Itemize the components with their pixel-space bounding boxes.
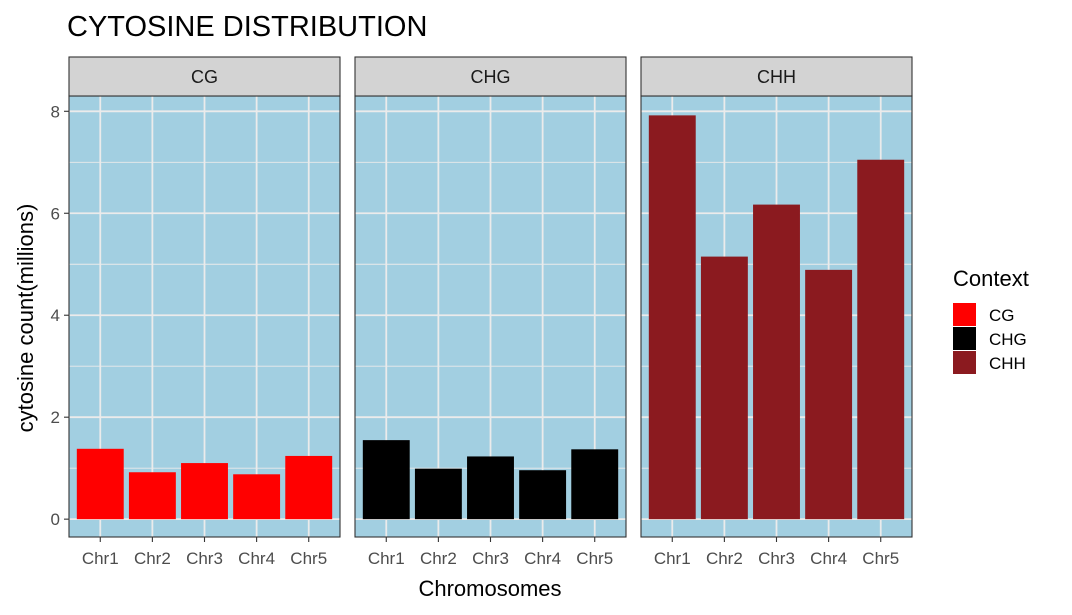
panel-cg: CG Chr1 Chr2 Chr3 Chr4 Chr5 (68, 56, 341, 568)
x-tick-label: Chr1 (654, 549, 691, 568)
x-tick-label: Chr5 (576, 549, 613, 568)
x-tick-label: Chr5 (862, 549, 899, 568)
x-tick-label: Chr2 (134, 549, 171, 568)
x-tick-label: Chr3 (472, 549, 509, 568)
bar-chg-chr2 (414, 468, 462, 520)
x-tick-label: Chr2 (420, 549, 457, 568)
y-tick-label: 6 (51, 204, 60, 223)
bar-cg-chr5 (285, 455, 333, 520)
x-tick-label: Chr3 (186, 549, 223, 568)
x-tick-label: Chr4 (238, 549, 275, 568)
strip-label: CHH (757, 67, 796, 87)
bar-chg-chr4 (519, 470, 567, 520)
y-tick-label: 4 (51, 306, 60, 325)
x-tick-label: Chr3 (758, 549, 795, 568)
bar-chh-chr2 (700, 256, 748, 520)
chart-title: CYTOSINE DISTRIBUTION (67, 11, 427, 43)
bar-chg-chr1 (362, 440, 410, 520)
bar-cg-chr1 (76, 448, 124, 520)
x-axis-title: Chromosomes (418, 576, 561, 601)
legend-key-chh (953, 351, 976, 374)
strip-background (354, 56, 627, 97)
x-tick-label: Chr4 (810, 549, 847, 568)
bar-cg-chr4 (233, 474, 281, 520)
legend-key-chg (953, 327, 976, 350)
y-tick-label: 8 (51, 102, 60, 121)
strip-label: CHG (471, 67, 511, 87)
strip-background (68, 56, 341, 97)
x-tick-label: Chr4 (524, 549, 561, 568)
bar-chg-chr5 (571, 449, 619, 520)
panel-chg: CHG Chr1 Chr2 Chr3 Chr4 Chr5 (354, 56, 627, 568)
bar-chh-chr1 (648, 115, 696, 520)
x-tick-label: Chr5 (290, 549, 327, 568)
x-tick-label: Chr1 (82, 549, 119, 568)
bar-chh-chr3 (753, 204, 800, 520)
bar-chh-chr5 (857, 159, 905, 520)
bar-cg-chr2 (128, 472, 176, 520)
legend: Context CG CHG CHH (953, 266, 1029, 374)
bar-chg-chr3 (467, 456, 514, 520)
bar-cg-chr3 (181, 463, 228, 520)
strip-label: CG (191, 67, 218, 87)
y-axis: 0 2 4 6 8 (51, 102, 69, 529)
strip-background (640, 56, 913, 97)
legend-label-chh: CHH (989, 354, 1026, 373)
panel-chh: CHH Chr1 Chr2 Chr3 Chr4 Chr5 (640, 56, 913, 568)
bar-chh-chr4 (805, 269, 853, 520)
legend-label-chg: CHG (989, 330, 1027, 349)
y-tick-label: 2 (51, 408, 60, 427)
legend-label-cg: CG (989, 306, 1015, 325)
x-tick-label: Chr2 (706, 549, 743, 568)
y-tick-label: 0 (51, 510, 60, 529)
x-tick-label: Chr1 (368, 549, 405, 568)
facet-panels: CG Chr1 Chr2 Chr3 Chr4 Chr5 CHG Chr1 Chr2 Chr3 Chr… (68, 56, 913, 568)
legend-title: Context (953, 266, 1029, 291)
y-axis-title: cytosine count(millions) (13, 204, 38, 433)
legend-key-cg (953, 303, 976, 326)
